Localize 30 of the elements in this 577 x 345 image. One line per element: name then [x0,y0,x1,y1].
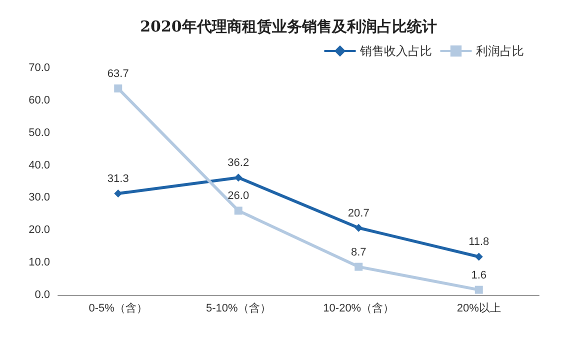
point [114,190,122,198]
data-label: 8.7 [350,246,366,258]
x-tick-label: 20%以上 [456,302,501,314]
chart-title: 2020年代理商租赁业务销售及利润占比统计 [140,18,437,36]
data-label: 63.7 [107,68,129,80]
data-label: 20.7 [348,207,370,220]
y-tick-label: 20.0 [28,224,50,236]
data-label: 31.3 [107,173,129,185]
y-tick-label: 0.0 [34,289,50,301]
y-tick-label: 10.0 [28,256,50,269]
legend-label: 销售收入占比 [359,44,432,58]
y-tick-label: 60.0 [28,94,50,106]
y-tick-label: 30.0 [28,192,50,204]
y-tick-label: 70.0 [28,62,50,74]
point [474,286,483,294]
point [474,252,483,261]
point [354,262,363,271]
point [234,206,242,215]
x-tick-label: 10-20%（含） [323,302,394,314]
data-label: 11.8 [468,236,490,248]
data-label: 36.2 [228,157,250,170]
x-tick-label: 0-5%（含） [88,302,148,314]
data-label: 26.0 [228,190,250,202]
y-tick-label: 50.0 [28,126,50,139]
y-tick-label: 40.0 [28,159,50,172]
point [114,84,122,92]
legend-label: 利润占比 [476,44,524,58]
x-tick-label: 5-10%（含） [206,302,271,314]
data-label: 1.6 [471,269,487,282]
point [354,224,363,232]
